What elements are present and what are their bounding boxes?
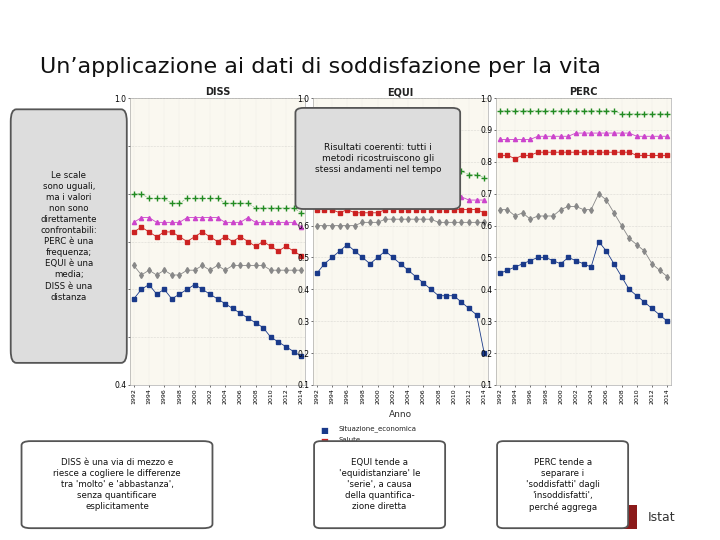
FancyBboxPatch shape: [22, 441, 212, 528]
Text: Le scale
sono uguali,
ma i valori
non sono
direttamente
confrontabili:
PERC è un: Le scale sono uguali, ma i valori non so…: [40, 171, 97, 302]
FancyBboxPatch shape: [616, 505, 637, 529]
Text: +: +: [320, 449, 327, 458]
Text: Risultati coerenti: tutti i
metodi ricostruiscono gli
stessi andamenti nel tempo: Risultati coerenti: tutti i metodi ricos…: [315, 143, 441, 174]
Text: Un’applicazione ai dati di soddisfazione per la vita: Un’applicazione ai dati di soddisfazione…: [40, 57, 600, 77]
Title: PERC: PERC: [570, 87, 598, 97]
Text: Relazioni_con_amici: Relazioni_con_amici: [338, 461, 408, 468]
Text: PERC tende a
separare i
'soddisfatti' dagli
'insoddisfatti',
perché aggrega: PERC tende a separare i 'soddisfatti' da…: [526, 457, 600, 512]
Text: Relazioni_familiari: Relazioni_familiari: [338, 449, 402, 456]
Text: Tempo_libero: Tempo_libero: [338, 473, 384, 480]
Text: 12: 12: [30, 491, 50, 505]
Text: EQUI tende a
'equidistanziare' le
'serie', a causa
della quantifica-
zione diret: EQUI tende a 'equidistanziare' le 'serie…: [339, 458, 420, 511]
Text: Istat: Istat: [647, 510, 675, 524]
Title: EQUI: EQUI: [387, 87, 413, 97]
FancyBboxPatch shape: [314, 441, 445, 528]
Title: DISS: DISS: [204, 87, 230, 97]
Text: Salute: Salute: [338, 437, 360, 443]
Text: ▲: ▲: [320, 461, 327, 470]
Text: Situazione_economica: Situazione_economica: [338, 426, 416, 432]
Text: DISS è una via di mezzo e
riesce a cogliere le differenze
tra 'molto' e 'abbasta: DISS è una via di mezzo e riesce a cogli…: [53, 458, 181, 511]
Text: ■: ■: [320, 437, 328, 447]
FancyBboxPatch shape: [497, 441, 628, 528]
Text: ■: ■: [320, 426, 328, 435]
FancyBboxPatch shape: [11, 109, 127, 363]
FancyBboxPatch shape: [295, 108, 460, 209]
FancyBboxPatch shape: [582, 505, 611, 529]
Text: →: →: [320, 473, 327, 482]
Text: Anno: Anno: [389, 410, 412, 420]
